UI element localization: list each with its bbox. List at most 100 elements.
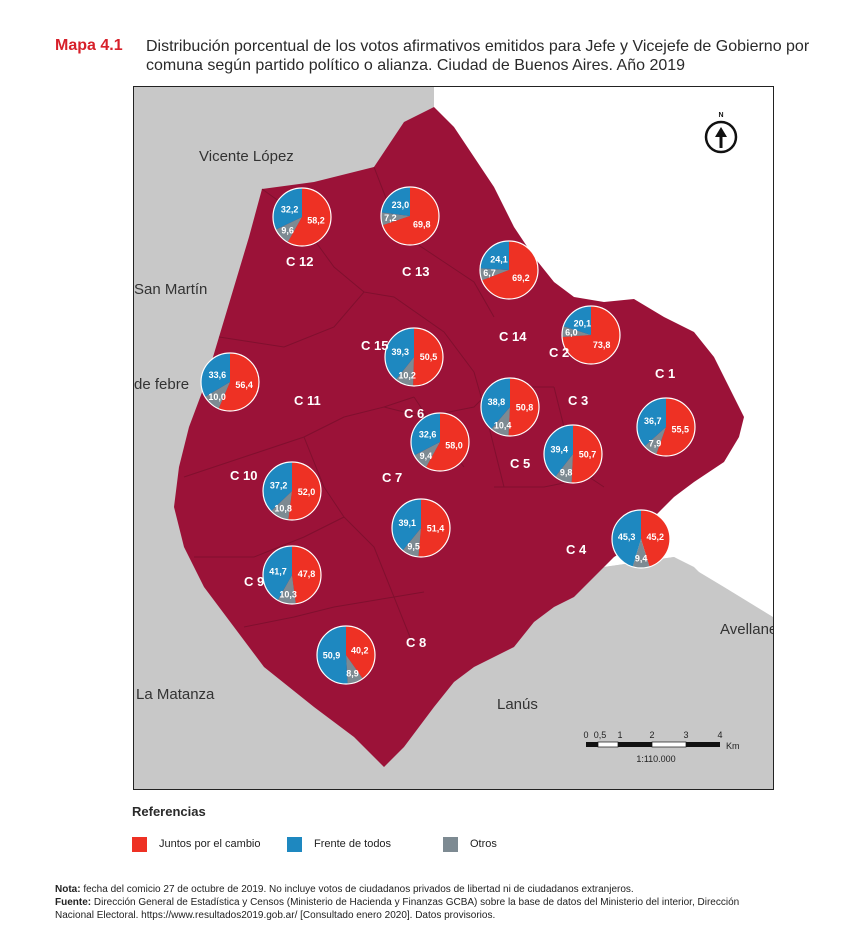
pie-value-frente-c8: 50,9 [323,650,341,660]
legend-swatch-otros [443,836,458,852]
pie-slice-frente-c15 [385,328,414,380]
north-label: N [718,112,723,119]
pie-c14: 69,2 6,7 24,1 [479,240,539,300]
pie-value-frente-c10: 37,2 [270,480,288,490]
place-la-matanza: La Matanza [136,686,215,703]
pie-c15: 50,5 10,2 39,3 [384,327,444,387]
city-map: N 55,57,936,773,86,020,150,79,839,445,29… [174,87,773,789]
pie-slice-juntos-c9 [292,546,321,604]
pie-value-frente-c15: 39,3 [392,347,410,357]
pie-value-otros-c10: 10,8 [274,504,292,514]
pie-slice-frente-c3 [543,425,573,477]
pie-slice-juntos-c14 [481,241,538,299]
legend-item-frente: Frente de todos [287,835,391,853]
scale-tick-3: 3 [683,730,688,740]
pie-slice-otros-c3 [555,454,573,483]
pie-value-otros-c7: 9,5 [407,541,420,551]
map-title: Distribución porcentual de los votos afi… [146,38,810,74]
pie-value-otros-c15: 10,2 [398,371,416,381]
pie-outline-c6 [410,412,470,472]
pie-value-frente-c3: 39,4 [551,444,569,454]
comuna-label-c12: C 12 [286,254,313,269]
scale-bar: 0 0,5 1 2 3 4 Km 1:110.000 [583,730,739,764]
pie-value-otros-c12: 9,6 [281,226,294,236]
pie-slice-juntos-c6 [426,413,469,471]
pie-slice-otros-c11 [205,382,230,409]
scale-tick-2: 2 [649,730,654,740]
scale-tick-0: 0 [583,730,588,740]
pie-slice-otros-c1 [644,427,666,455]
pie-value-juntos-c6: 58,0 [445,441,463,451]
pie-value-frente-c11: 33,6 [209,370,227,380]
pie-slice-juntos-c8 [346,626,375,679]
pie-c3: 50,7 9,8 39,4 [543,424,603,484]
pie-c7: 51,4 9,5 39,1 [391,498,451,558]
scale-tick-4: 4 [717,730,722,740]
comuna-label-c11: C 11 [294,393,321,408]
pie-slice-otros-c13 [380,212,410,226]
legend-item-otros: Otros [443,835,497,853]
pie-c10: 52,0 10,8 37,2 [262,461,322,521]
pie-slice-juntos-c1 [656,398,695,456]
comuna-pies: 55,5 7,9 36,7 73,8 6,020,1 50,7 9,8 39,4 45,2 9,4… [200,186,696,685]
pie-value-juntos-c8: 40,2 [351,646,369,656]
legend-label-otros: Otros [470,838,497,850]
pie-slice-frente-c11 [201,353,230,397]
pie-value-otros-c14: 6,7 [483,268,496,278]
pie-value-otros-c6: 9,4 [420,451,433,461]
pie-c4: 45,2 9,4 45,3 [611,509,671,569]
pie-slice-otros-c12 [275,217,302,243]
pie-c6: 58,0 9,4 32,6 [410,412,470,472]
pie-outline-c10 [262,461,322,521]
pie-slice-juntos-c12 [287,188,331,246]
pie-outline-c9 [262,545,322,605]
comuna-label-c14: C 14 [499,329,527,344]
north-arrow-icon: N [704,112,738,154]
note-line: Nota: fecha del comicio 27 de octubre de… [55,884,634,895]
pie-value-otros-c9: 10,3 [279,589,297,599]
pie-outline-c1 [636,397,696,457]
pie-value-frente-c4: 45,3 [618,532,636,542]
pie-value-juntos-c4: 45,2 [647,532,665,542]
place-san-martin: San Martín [134,281,208,298]
pie-outline-c8 [316,625,376,685]
comuna-label-c6: C 6 [404,406,424,421]
pie-c8: 40,2 8,9 50,9 [316,625,376,685]
pie-value-otros-c5: 10,4 [494,420,512,430]
pie-value-otros-c3: 9,8 [560,468,573,478]
pie-slice-otros-c15 [395,357,414,386]
comuna-label-c10: C 10 [230,468,257,483]
pie-slice-otros-c9 [277,575,296,604]
pie-c5: 50,8 10,4 38,8 [480,377,540,437]
pie-value-frente-c6: 32,6 [419,430,437,440]
pie-slice-otros-c8 [346,655,363,684]
comuna-label-c4: C 4 [566,542,587,557]
comuna-label-c7: C 7 [382,470,402,485]
pie-slice-juntos-c2 [562,306,620,365]
pie-value-juntos-c7: 51,4 [427,524,445,534]
pie-value-juntos-c9: 47,8 [298,569,316,579]
pie-slice-otros-c6 [414,442,440,468]
pie-value-otros-c13: 7,2 [384,213,397,223]
pie-value-juntos-c14: 69,2 [512,273,530,283]
pie-slice-juntos-c10 [288,462,321,520]
pie-slice-otros-c2 [562,326,591,338]
comuna-label-c2: C 2 [549,345,569,360]
footnotes: Nota: fecha del comicio 27 de octubre de… [55,883,745,922]
pie-outline-c15 [384,327,444,387]
scale-tick-05: 0,5 [594,730,607,740]
pie-outline-c7 [391,498,451,558]
pie-slice-otros-c10 [271,491,292,520]
legend-item-juntos: Juntos por el cambio [132,835,261,853]
place-tres-de-febrero: de febre [134,376,190,393]
pie-slice-juntos-c5 [508,378,539,437]
pie-value-juntos-c5: 50,8 [516,402,534,412]
legend-swatch-juntos [132,836,147,852]
pie-value-frente-c5: 38,8 [488,397,506,407]
pie-slice-frente-c2 [563,306,591,335]
comuna-label-c1: C 1 [655,366,675,381]
pie-slice-frente-c14 [480,241,509,270]
pie-value-frente-c14: 24,1 [490,255,508,265]
pie-slice-frente-c4 [611,510,641,567]
comuna-label-c13: C 13 [402,264,429,279]
